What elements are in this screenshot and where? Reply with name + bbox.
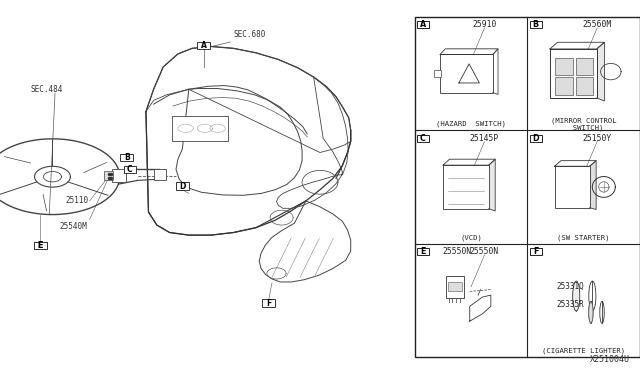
Bar [530, 248, 542, 256]
Text: E: E [38, 241, 43, 250]
Bar [530, 135, 542, 142]
Ellipse shape [589, 301, 593, 323]
Text: E: E [38, 241, 43, 250]
Polygon shape [589, 161, 596, 209]
Text: 25550N: 25550N [470, 247, 499, 256]
Text: 25145P: 25145P [470, 134, 499, 143]
Text: 25540M: 25540M [60, 222, 88, 231]
Ellipse shape [600, 301, 604, 323]
Text: SEC.680: SEC.680 [234, 30, 266, 39]
Bar [262, 299, 275, 307]
Bar [443, 165, 489, 209]
Text: 25550N: 25550N [443, 247, 472, 256]
Bar [124, 166, 136, 173]
Bar [176, 182, 189, 190]
Bar [120, 154, 133, 161]
Text: A: A [420, 20, 426, 29]
Text: 25910: 25910 [472, 20, 497, 29]
Bar [417, 22, 429, 29]
Text: B: B [532, 20, 539, 29]
Text: A: A [200, 41, 207, 50]
Bar [555, 58, 573, 76]
Polygon shape [489, 159, 495, 211]
Text: (HAZARD  SWITCH): (HAZARD SWITCH) [436, 121, 506, 128]
Text: 25560M: 25560M [582, 20, 612, 29]
Bar [448, 282, 462, 291]
Bar [417, 135, 429, 142]
Bar [112, 169, 126, 182]
Bar [197, 42, 210, 49]
Bar [530, 22, 542, 29]
Text: 25110: 25110 [65, 196, 88, 205]
Ellipse shape [589, 281, 596, 311]
Bar [555, 166, 589, 208]
Bar [575, 58, 593, 76]
Text: B: B [124, 153, 129, 162]
Text: 25335R: 25335R [556, 301, 584, 310]
Polygon shape [596, 42, 604, 101]
Text: 25331Q: 25331Q [556, 282, 584, 291]
Bar [575, 77, 593, 95]
Bar [550, 49, 596, 98]
Bar [154, 169, 166, 180]
Text: E: E [420, 247, 426, 256]
Text: F: F [266, 299, 271, 308]
Text: X251004U: X251004U [590, 355, 630, 364]
Bar [417, 248, 429, 256]
Bar [440, 54, 493, 93]
Bar [34, 242, 47, 249]
Bar [172, 116, 228, 141]
Bar [555, 77, 573, 95]
Bar [104, 171, 113, 180]
Text: (CIGARETTE LIGHTER): (CIGARETTE LIGHTER) [542, 348, 625, 355]
Bar [435, 70, 441, 77]
Text: (VCD): (VCD) [460, 234, 482, 241]
Text: F: F [533, 247, 538, 256]
Text: SEC.484: SEC.484 [31, 85, 63, 94]
Bar [34, 242, 47, 249]
Text: D: D [179, 182, 186, 190]
Text: C: C [127, 165, 132, 174]
Text: C: C [420, 134, 426, 143]
Bar [415, 17, 640, 357]
Text: D: D [532, 134, 539, 143]
Text: (MIRROR CONTROL
  SWITCH): (MIRROR CONTROL SWITCH) [551, 117, 616, 131]
Text: (SW STARTER): (SW STARTER) [557, 234, 610, 241]
Ellipse shape [573, 281, 580, 311]
Text: 25150Y: 25150Y [582, 134, 612, 143]
Bar [446, 276, 463, 298]
